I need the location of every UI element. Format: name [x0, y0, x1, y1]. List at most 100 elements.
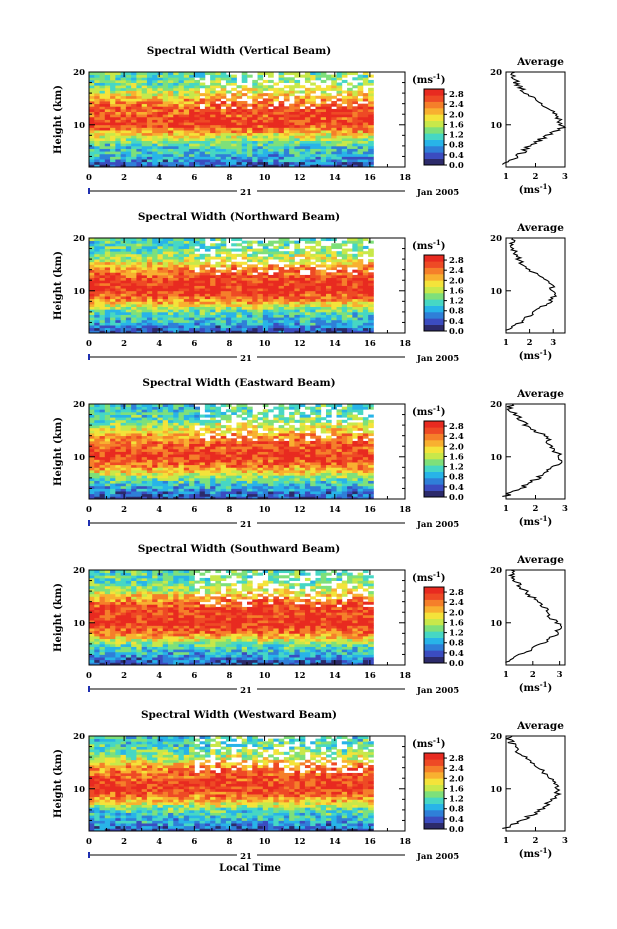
heatmap-cell — [194, 82, 200, 86]
heatmap-cell — [210, 153, 216, 157]
heatmap-cell — [257, 140, 264, 144]
heatmap-cell — [178, 330, 185, 334]
heatmap-cell — [162, 108, 169, 112]
heatmap-cell — [357, 140, 364, 144]
heatmap-cell — [294, 130, 301, 134]
heatmap-cell — [99, 330, 106, 334]
heatmap-cell — [326, 114, 332, 118]
heatmap-cell — [125, 259, 132, 263]
heatmap-cell — [336, 454, 343, 458]
heatmap-cell — [231, 153, 237, 157]
heatmap-cell — [315, 106, 322, 110]
heatmap-cell — [252, 317, 258, 321]
heatmap-cell — [236, 491, 243, 495]
heatmap-cell — [210, 306, 216, 310]
heatmap-cell — [320, 159, 327, 163]
heatmap-cell — [152, 251, 158, 255]
heatmap-cell — [352, 72, 358, 76]
heatmap-cell — [326, 103, 332, 107]
heatmap-cell — [146, 243, 153, 247]
heatmap-cell — [236, 143, 243, 147]
heatmap-cell — [241, 277, 248, 281]
heatmap-cell — [310, 314, 316, 318]
colorbar-unit: (ms-1) — [412, 72, 445, 86]
heatmap-cell — [189, 285, 195, 289]
heatmap-cell — [146, 245, 153, 249]
heatmap-cell — [273, 464, 279, 468]
heatmap-cell — [241, 151, 248, 155]
heatmap-cell — [289, 116, 295, 120]
heatmap-cell — [94, 451, 100, 455]
heatmap-cell — [189, 327, 195, 331]
colorbar-unit: (ms-1) — [412, 238, 445, 252]
heatmap-cell — [278, 156, 285, 160]
heatmap-cell — [125, 72, 132, 76]
heatmap-cell — [326, 122, 332, 126]
heatmap-cell — [336, 140, 343, 144]
heatmap-cell — [99, 251, 106, 255]
heatmap-cell — [136, 288, 143, 292]
heatmap-cell — [341, 467, 348, 471]
heatmap-cell — [273, 330, 279, 334]
heatmap-cell — [136, 319, 143, 323]
heatmap-cell — [278, 296, 285, 300]
heatmap-cell — [146, 327, 153, 331]
heatmap-cell — [273, 467, 279, 471]
heatmap-cell — [115, 240, 121, 244]
heatmap-cell — [299, 298, 306, 302]
heatmap-cell — [89, 106, 95, 110]
heatmap-cell — [136, 240, 143, 244]
heatmap-cell — [283, 238, 290, 242]
heatmap-cell — [225, 143, 232, 147]
heatmap-cell — [304, 145, 311, 149]
heatmap-cell — [204, 459, 211, 463]
heatmap-cell — [315, 319, 322, 323]
heatmap-cell — [220, 274, 227, 278]
heatmap-cell — [268, 161, 274, 165]
heatmap-cell — [178, 159, 185, 163]
heatmap-cell — [357, 267, 364, 271]
heatmap-cell — [268, 87, 274, 91]
heatmap-cell — [220, 288, 227, 292]
heatmap-cell — [236, 459, 243, 463]
average-y-tick-label: 10 — [490, 287, 502, 297]
heatmap-cell — [352, 93, 358, 97]
heatmap-cell — [294, 491, 301, 495]
heatmap-cell — [320, 462, 327, 466]
heatmap-cell — [215, 127, 222, 131]
heatmap-cell — [247, 137, 253, 142]
heatmap-cell — [241, 256, 248, 260]
heatmap-cell — [194, 322, 200, 326]
heatmap-cell — [225, 151, 232, 155]
heatmap-cell — [310, 238, 316, 242]
heatmap-cell — [146, 240, 153, 244]
heatmap-cell — [347, 327, 353, 331]
heatmap-cell — [257, 101, 264, 105]
heatmap-cell — [110, 79, 116, 83]
heatmap-cell — [368, 443, 374, 447]
heatmap-cell — [320, 256, 327, 260]
heatmap-cell — [178, 116, 185, 120]
heatmap-cell — [99, 93, 106, 97]
heatmap-cell — [152, 153, 158, 157]
heatmap-cell — [247, 448, 253, 452]
heatmap-cell — [231, 317, 237, 321]
heatmap-cell — [336, 93, 343, 97]
heatmap-cell — [99, 245, 106, 249]
heatmap-cell — [299, 137, 306, 142]
heatmap-cell — [236, 85, 243, 89]
heatmap-cell — [215, 116, 222, 120]
heatmap-cell — [273, 253, 279, 257]
heatmap-cell — [162, 259, 169, 263]
heatmap-cell — [241, 79, 248, 83]
heatmap-cell — [304, 303, 311, 308]
heatmap-cell — [183, 493, 190, 497]
heatmap-cell — [157, 82, 164, 86]
heatmap-cell — [136, 301, 143, 305]
heatmap-cell — [310, 74, 316, 78]
heatmap-cell — [94, 288, 100, 292]
heatmap-cell — [199, 290, 206, 294]
heatmap-cell — [120, 77, 127, 81]
heatmap-cell — [357, 477, 364, 481]
heatmap-cell — [268, 114, 274, 118]
